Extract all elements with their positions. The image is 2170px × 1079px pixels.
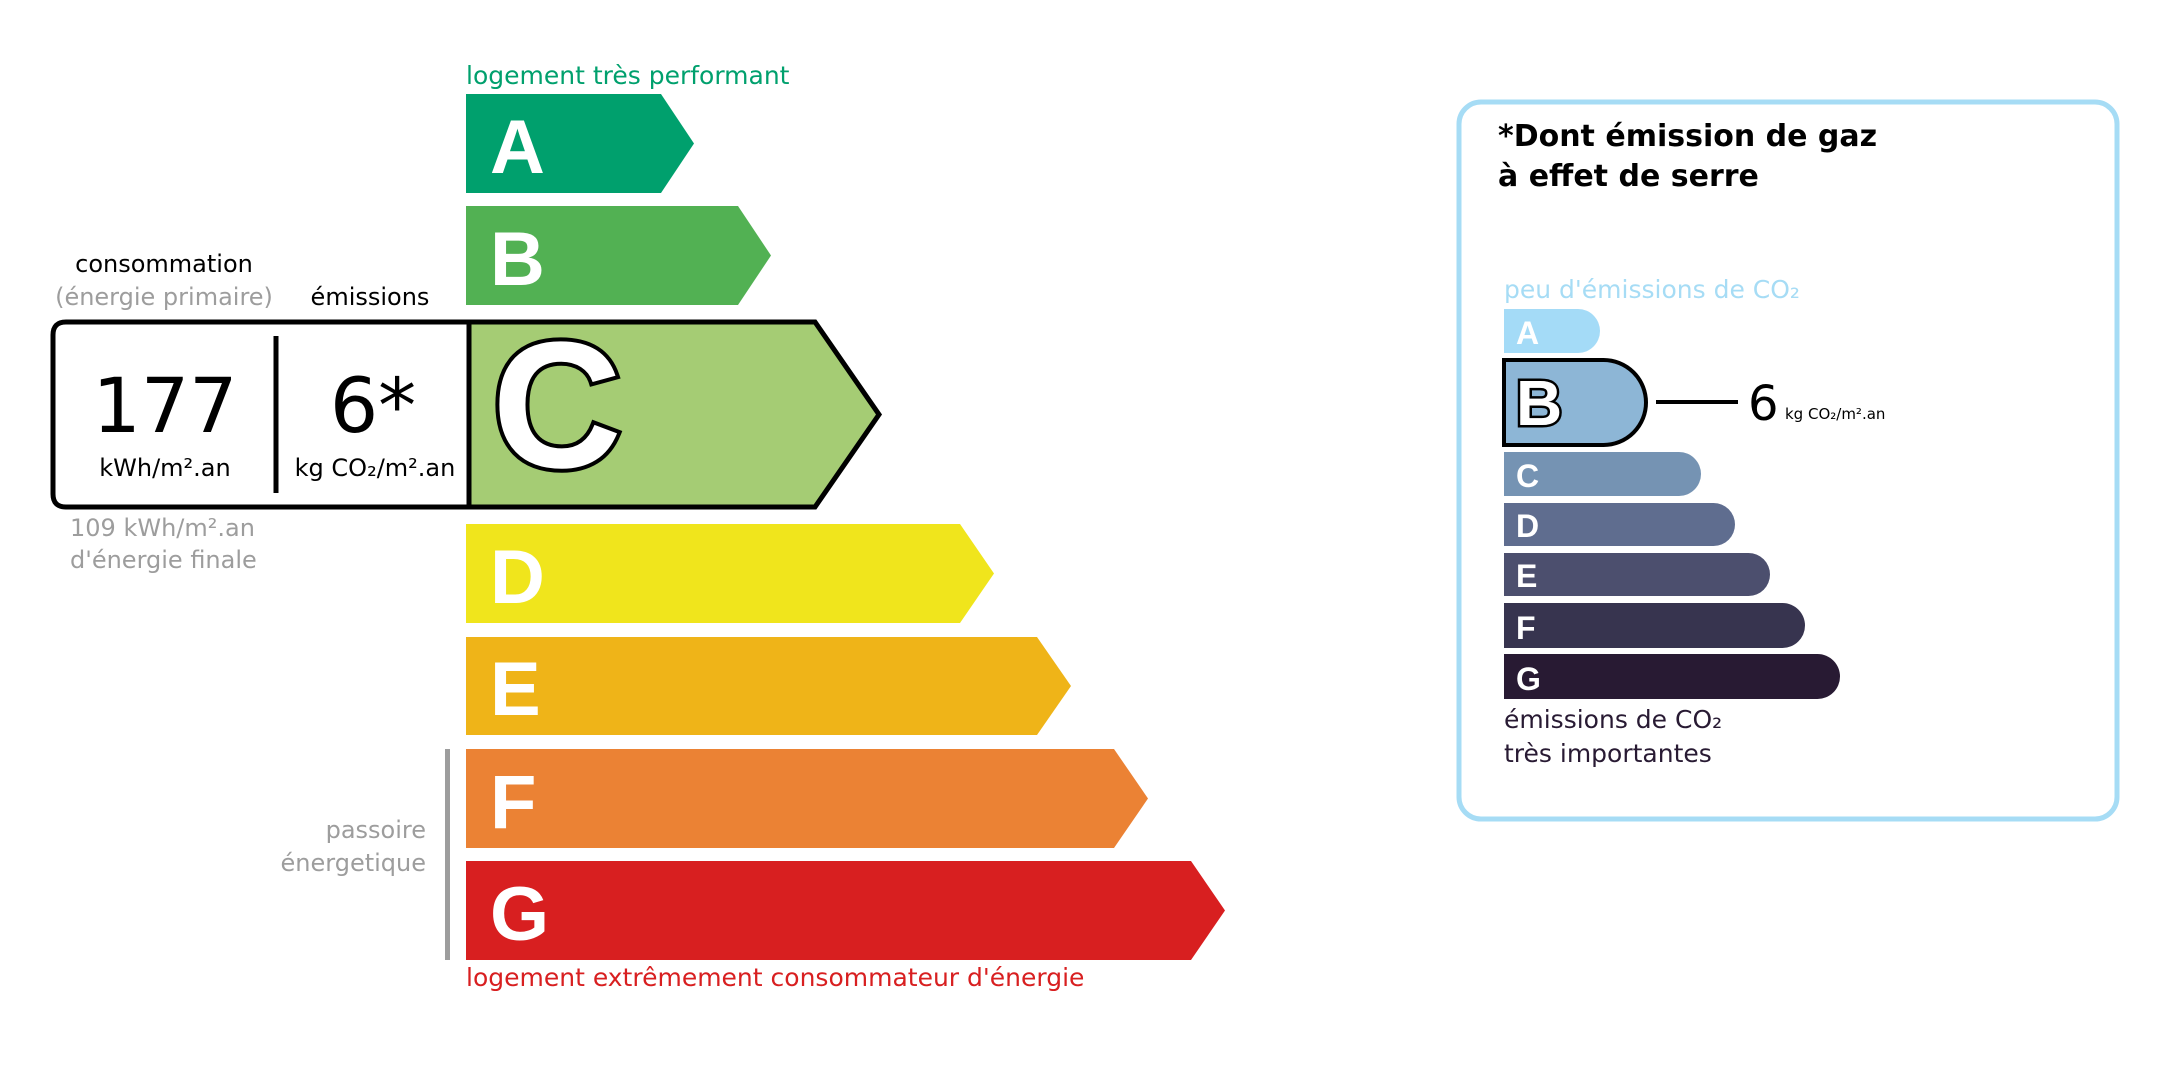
energy-bar: [466, 861, 1225, 960]
energy-class-b: B: [466, 206, 771, 305]
energy-bar: [466, 94, 694, 193]
energy-class-letter: A: [490, 105, 545, 190]
emissions-unit: kg CO₂/m².an: [295, 454, 456, 482]
ghg-unit: kg CO₂/m².an: [1785, 405, 1885, 423]
ghg-title-line2: à effet de serre: [1498, 159, 1759, 194]
ghg-class-letter: C: [1516, 458, 1539, 494]
ghg-class-g: G: [1504, 654, 1840, 699]
ghg-class-a: A: [1504, 309, 1600, 353]
final-energy-value: 109 kWh/m².an: [70, 514, 255, 542]
final-energy-label: d'énergie finale: [70, 546, 257, 574]
ghg-class-d: D: [1504, 503, 1736, 546]
emissions-value: 6*: [330, 361, 416, 450]
energy-class-letter: E: [490, 647, 541, 732]
ghg-class-letter: F: [1516, 610, 1536, 646]
energy-class-c: C: [463, 301, 883, 510]
energy-class-f: F: [466, 749, 1148, 848]
energy-class-letter: B: [490, 217, 545, 302]
energy-class-g: G: [466, 861, 1225, 960]
ghg-title-line1: *Dont émission de gaz: [1498, 119, 1877, 154]
energy-bar: [466, 206, 771, 305]
energy-top-label: logement très performant: [466, 61, 790, 90]
ghg-class-letter: D: [1516, 508, 1539, 544]
passoire-line2: énergetique: [281, 849, 426, 877]
energy-class-letter: G: [490, 872, 549, 957]
ghg-top-label: peu d'émissions de CO₂: [1504, 275, 1800, 304]
ghg-class-letter: E: [1516, 558, 1537, 594]
passoire-line1: passoire: [326, 816, 426, 844]
ghg-bar: [1504, 603, 1805, 648]
ghg-class-letter: G: [1516, 661, 1541, 697]
ghg-class-c: C: [1504, 452, 1701, 496]
ghg-bar: [1504, 309, 1600, 353]
energy-class-letter: F: [490, 760, 536, 845]
consumption-unit: kWh/m².an: [99, 454, 230, 482]
energy-value-box: [50, 319, 472, 510]
emissions-header: émissions: [311, 283, 430, 311]
ghg-class-b: B: [1502, 358, 1648, 447]
ghg-bar: [1504, 503, 1736, 546]
consumption-header: consommation: [75, 250, 253, 278]
energy-class-e: E: [466, 637, 1071, 735]
ghg-bottom-label-line1: émissions de CO₂: [1504, 705, 1722, 734]
consumption-value: 177: [92, 361, 237, 450]
ghg-class-f: F: [1504, 603, 1805, 648]
ghg-bar: [1504, 452, 1701, 496]
ghg-class-letter: B: [1516, 367, 1562, 439]
energy-bar: [466, 749, 1148, 848]
ghg-class-e: E: [1504, 553, 1771, 596]
ghg-bottom-label-line2: très importantes: [1504, 739, 1712, 768]
energy-class-a: A: [466, 94, 694, 193]
ghg-class-letter: A: [1516, 315, 1539, 351]
consumption-subheader: (énergie primaire): [55, 283, 273, 311]
energy-bar: [466, 524, 994, 623]
ghg-bar: [1502, 358, 1648, 447]
energy-class-d: D: [466, 524, 994, 623]
energy-class-letter: C: [492, 305, 622, 506]
ghg-bar: [1504, 553, 1771, 596]
ghg-value: 6: [1748, 376, 1779, 432]
ghg-bar: [1504, 654, 1840, 699]
energy-class-letter: D: [490, 535, 545, 620]
energy-bar: [466, 637, 1071, 735]
passoire-bracket: [445, 749, 450, 960]
energy-bottom-label: logement extrêmement consommateur d'éner…: [466, 963, 1084, 992]
